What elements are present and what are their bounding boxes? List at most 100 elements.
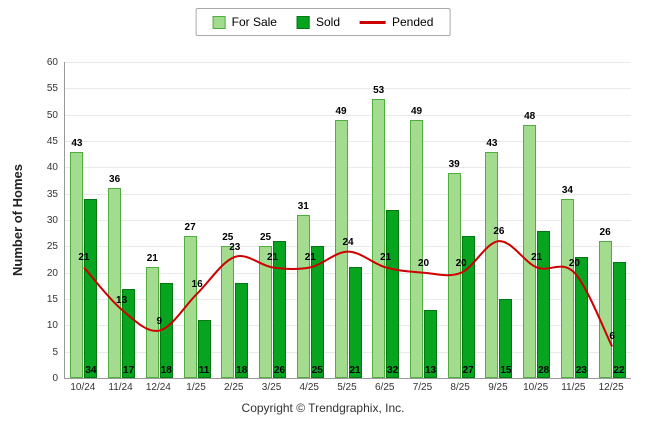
- for-sale-value-label: 48: [524, 111, 536, 123]
- y-tick-label: 0: [52, 373, 58, 384]
- bar-sold: [612, 262, 626, 378]
- gridline: [65, 62, 631, 63]
- x-tick-label: 4/25: [299, 382, 319, 393]
- bar-for-sale: [334, 119, 348, 378]
- gridline: [65, 351, 631, 353]
- bar-sold: [424, 309, 437, 378]
- sold-value-label: 27: [462, 365, 474, 376]
- pended-value-label: 21: [304, 252, 316, 264]
- pended-value-label: 21: [78, 252, 90, 264]
- for-sale-value-label: 34: [561, 184, 573, 196]
- x-tick-label: 8/25: [450, 382, 470, 393]
- bar-for-sale: [70, 151, 84, 378]
- y-tick-label: 10: [46, 320, 58, 332]
- bar-for-sale: [296, 214, 310, 378]
- x-tick-label: 3/25: [261, 382, 282, 393]
- x-tick-label: 2/25: [224, 382, 244, 393]
- bar-for-sale: [485, 151, 499, 378]
- bar-for-sale: [372, 98, 386, 378]
- for-sale-value-label: 27: [184, 221, 196, 233]
- y-tick-label: 40: [46, 162, 58, 174]
- bar-for-sale: [598, 241, 612, 378]
- legend-label-for-sale: For Sale: [231, 15, 277, 29]
- sold-value-label: 21: [349, 365, 361, 376]
- pended-value-label: 20: [568, 257, 580, 269]
- for-sale-value-label: 26: [599, 227, 611, 239]
- pended-value-label: 21: [380, 252, 392, 264]
- pended-value-label: 6: [609, 331, 615, 343]
- bar-sold: [197, 320, 211, 378]
- pended-value-label: 21: [266, 252, 279, 264]
- y-tick-label: 20: [46, 267, 58, 279]
- legend: For Sale Sold Pended: [195, 8, 451, 36]
- for-sale-value-label: 43: [486, 137, 498, 149]
- bar-for-sale: [560, 198, 574, 378]
- sold-value-label: 23: [575, 365, 587, 376]
- bar-sold: [499, 299, 513, 378]
- pended-value-label: 24: [342, 236, 354, 248]
- bar-sold: [235, 283, 249, 378]
- gridline: [65, 299, 631, 300]
- legend-label-pended: Pended: [392, 15, 434, 29]
- bar-sold: [348, 267, 362, 378]
- pended-value-label: 23: [229, 241, 241, 253]
- pended-value-label: 21: [531, 252, 543, 264]
- bar-for-sale: [523, 125, 537, 378]
- bar-sold: [84, 198, 98, 378]
- gridline: [65, 167, 631, 169]
- gridline: [65, 246, 631, 248]
- gridline: [65, 272, 631, 274]
- bar-for-sale: [221, 246, 235, 378]
- bar-for-sale: [145, 267, 159, 378]
- gridline: [65, 114, 631, 116]
- x-tick-label: 12/24: [145, 382, 171, 393]
- x-tick-label: 5/25: [337, 382, 357, 393]
- y-tick-label: 30: [46, 215, 58, 226]
- for-sale-value-label: 49: [335, 105, 347, 117]
- bar-sold: [122, 288, 136, 378]
- legend-item-for-sale: For Sale: [212, 15, 277, 29]
- pended-value-label: 20: [417, 257, 430, 269]
- sold-value-label: 17: [123, 365, 135, 376]
- bar-sold: [386, 209, 400, 378]
- y-axis-title: Number of Homes: [10, 164, 25, 276]
- for-sale-value-label: 36: [109, 174, 121, 186]
- plot-area: 43 36 21 27 25 25 31 49 53 49 39 43 48 34 26 34 17 18 11 18…: [64, 62, 631, 379]
- sold-value-label: 18: [236, 365, 248, 376]
- bar-sold: [310, 246, 324, 378]
- for-sale-value-label: 53: [373, 84, 385, 96]
- bar-for-sale: [259, 246, 272, 378]
- y-tick-label: 35: [46, 188, 58, 200]
- legend-label-sold: Sold: [315, 15, 341, 29]
- sold-value-label: 13: [424, 365, 437, 376]
- x-tick-label: 9/25: [488, 382, 508, 393]
- pended-value-label: 9: [156, 315, 163, 327]
- x-tick-label: 10/24: [70, 382, 96, 393]
- y-tick-label: 15: [46, 294, 58, 305]
- pended-value-label: 16: [191, 278, 203, 290]
- y-tick-label: 5: [52, 346, 58, 358]
- for-sale-value-label: 43: [71, 137, 83, 149]
- gridline: [65, 141, 631, 142]
- sold-value-label: 34: [85, 365, 97, 376]
- sold-value-label: 26: [273, 365, 286, 376]
- pended-value-label: 13: [116, 294, 128, 306]
- x-tick-label: 1/25: [186, 382, 206, 393]
- y-tick-label: 45: [46, 136, 58, 147]
- x-tick-label: 6/25: [375, 382, 395, 393]
- bar-for-sale: [410, 119, 423, 378]
- gridline: [65, 193, 631, 195]
- sold-value-label: 32: [387, 365, 399, 376]
- for-sale-value-label: 25: [222, 232, 234, 244]
- pended-line-icon: [360, 20, 387, 24]
- sold-value-label: 25: [311, 365, 323, 376]
- pended-value-label: 26: [493, 226, 505, 238]
- bar-sold: [273, 241, 286, 378]
- y-tick-label: 55: [46, 83, 58, 95]
- sold-swatch-icon: [296, 15, 310, 29]
- bar-for-sale: [183, 235, 197, 378]
- bar-for-sale: [108, 188, 122, 378]
- for-sale-value-label: 31: [297, 200, 309, 212]
- sold-value-label: 11: [198, 365, 210, 376]
